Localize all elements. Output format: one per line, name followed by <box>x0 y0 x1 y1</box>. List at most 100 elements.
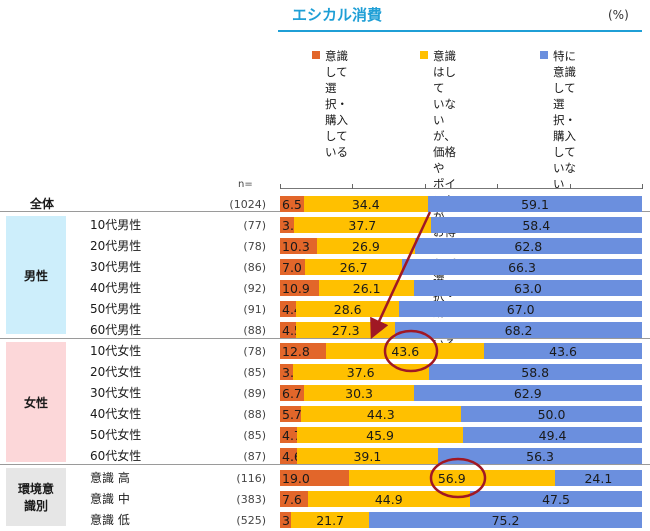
bar-segment-consume <box>280 470 349 486</box>
bar-segment-price <box>307 491 471 507</box>
bar-value-label: 50.0 <box>537 407 566 422</box>
n-header: n= <box>238 179 253 190</box>
group-female: 女性 <box>6 342 66 462</box>
row-sample-size: (1024) <box>229 198 266 211</box>
row-label: 20代男性 <box>90 239 142 253</box>
bar-value-label: 58.4 <box>522 218 551 233</box>
row-sample-size: (91) <box>243 303 266 316</box>
bar-segment-none <box>438 448 642 464</box>
row-label: 30代男性 <box>90 260 142 274</box>
row-sample-size: (383) <box>236 493 266 506</box>
bar-segment-consume <box>280 512 291 528</box>
row-sample-size: (87) <box>243 450 266 463</box>
separator <box>0 338 650 339</box>
bar-value-label: 58.8 <box>521 365 550 380</box>
bar-value-label: 66.3 <box>508 260 536 275</box>
bar-segment-consume <box>280 322 297 338</box>
row-sample-size: (78) <box>243 345 266 358</box>
x-axis-tick <box>497 184 499 189</box>
row-sample-size: (77) <box>243 219 266 232</box>
bar-segment-none <box>399 301 642 317</box>
bar-value-label: 45.9 <box>366 428 394 443</box>
x-axis-tick <box>424 184 426 189</box>
row-label: 意識 低 <box>90 513 130 527</box>
row-label: 60代男性 <box>90 323 142 337</box>
row-sample-size: (525) <box>236 514 266 527</box>
row-sample-size: (88) <box>243 408 266 421</box>
x-axis-tick <box>569 184 571 189</box>
bar-segment-consume <box>280 217 295 233</box>
row-label: 意識 高 <box>90 471 130 485</box>
bar-segment-consume <box>280 491 308 507</box>
bar-value-label: 28.6 <box>333 302 362 317</box>
bar-value-label: 6.5 <box>282 197 302 212</box>
row-sample-size: (85) <box>243 366 266 379</box>
bar-value-label: 44.3 <box>366 407 395 422</box>
bar-value-label: 7.0 <box>282 260 302 275</box>
bar-segment-none <box>428 196 642 212</box>
bar-segment-consume <box>280 406 301 422</box>
bar-value-label: 34.4 <box>351 197 380 212</box>
title-underline <box>278 30 642 32</box>
bar-segment-price <box>303 196 429 212</box>
bar-segment-price <box>348 470 555 486</box>
row-label: 全体 <box>30 197 55 211</box>
bar-value-label: 6.7 <box>282 386 302 401</box>
x-axis-tick <box>280 184 281 189</box>
bar-segment-none <box>484 343 642 359</box>
bar-value-label: 5.7 <box>282 407 302 422</box>
bar-segment-consume <box>280 196 304 212</box>
row-label: 60代女性 <box>90 449 142 463</box>
bar-value-label: 43.6 <box>391 344 420 359</box>
bar-segment-none <box>414 238 642 254</box>
bar-value-label: 7.6 <box>282 492 302 507</box>
bar-segment-price <box>290 512 370 528</box>
x-axis-line <box>280 188 642 189</box>
bar-value-label: 75.2 <box>491 513 520 528</box>
bar-value-label: 10.9 <box>282 281 310 296</box>
bar-value-label: 63.0 <box>514 281 542 296</box>
legend-swatch-price <box>420 51 428 59</box>
bar-segment-consume <box>280 343 327 359</box>
bar-value-label: 30.3 <box>345 386 373 401</box>
bar-value-label: 68.2 <box>504 323 533 338</box>
bar-segment-consume <box>280 427 297 443</box>
bar-segment-none <box>554 470 642 486</box>
bar-value-label: 56.3 <box>526 449 554 464</box>
bar-segment-price <box>300 406 461 422</box>
group-label-awareness: 環境意 識別 <box>17 482 54 513</box>
highlight-circle <box>383 329 439 373</box>
bar-value-label: 67.0 <box>506 302 535 317</box>
bar-value-label: 27.3 <box>331 323 360 338</box>
bar-segment-consume <box>280 448 297 464</box>
bar-value-label: 62.8 <box>514 239 543 254</box>
bar-value-label: 47.5 <box>542 492 570 507</box>
bar-value-label: 4.7 <box>282 428 302 443</box>
row-label: 40代男性 <box>90 281 142 295</box>
bar-value-label: 19.0 <box>282 471 310 486</box>
bar-segment-price <box>295 301 400 317</box>
bar-value-label: 26.7 <box>339 260 368 275</box>
x-axis-tick <box>642 184 643 189</box>
bar-value-label: 39.1 <box>353 449 382 464</box>
bar-segment-none <box>430 217 642 233</box>
bar-segment-consume <box>280 301 296 317</box>
row-label: 40代女性 <box>90 407 142 421</box>
bar-segment-none <box>463 427 642 443</box>
row-sample-size: (92) <box>243 282 266 295</box>
row-label: 50代女性 <box>90 428 142 442</box>
group-awareness: 環境意 識別 <box>6 468 66 526</box>
bar-value-label: 21.7 <box>316 513 345 528</box>
trend-arrow <box>370 211 432 340</box>
row-label: 50代男性 <box>90 302 142 316</box>
chart-title: エシカル消費 <box>292 6 383 24</box>
row-label: 20代女性 <box>90 365 142 379</box>
bar-value-label: 26.9 <box>352 239 380 254</box>
bar-value-label: 43.6 <box>549 344 577 359</box>
bar-value-label: 37.6 <box>346 365 375 380</box>
row-label: 10代男性 <box>90 218 142 232</box>
bar-segment-none <box>369 512 642 528</box>
legend-swatch-none <box>540 51 548 59</box>
row-label: 意識 中 <box>90 492 130 506</box>
